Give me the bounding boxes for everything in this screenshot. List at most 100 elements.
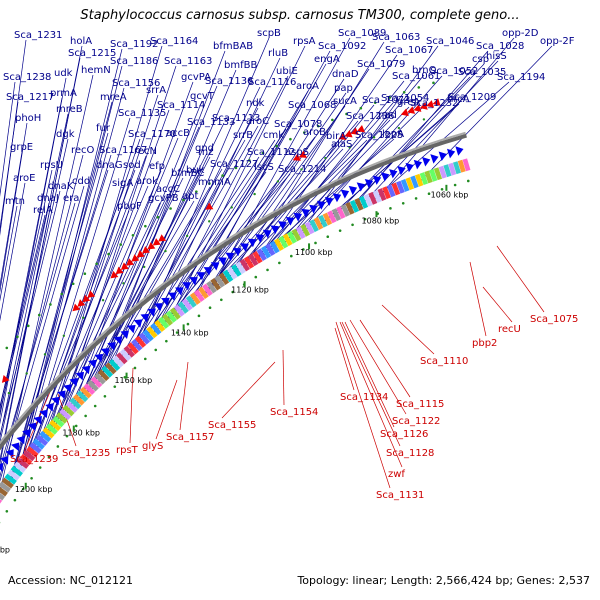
cog-stripe: [410, 175, 419, 189]
bottom-gene-label: Sca_1122: [392, 416, 440, 427]
lower-tick-dot: [49, 303, 52, 306]
top-gene-label: hisS: [486, 51, 507, 62]
top-label-line: [0, 122, 28, 293]
cog-stripe: [429, 168, 438, 182]
top-gene-label: pap: [334, 83, 353, 94]
cog-stripe: [452, 161, 461, 175]
cog-stripe: [231, 264, 242, 277]
forward-gene-arrow: [332, 193, 342, 203]
top-gene-label: scpB: [257, 28, 281, 39]
backbone-shadow: [0, 131, 466, 445]
reverse-gene-arrow: [110, 270, 119, 279]
top-label-line: [152, 75, 289, 334]
forward-gene-arrow: [0, 456, 9, 465]
forward-gene-arrow: [247, 238, 257, 248]
kbp-ticks: 1060 kbp 1080 kbp 1100 kbp 1120 kbp 1140 kbp…: [0, 81, 470, 554]
cog-stripe: [313, 217, 324, 230]
tick-dot: [427, 192, 431, 196]
forward-gene-arrow: [63, 384, 72, 393]
forward-gene-arrow: [430, 154, 439, 164]
forward-gene-arrow: [364, 178, 374, 189]
cog-stripe: [26, 446, 39, 458]
map-title: Staphylococcus carnosus subsp. carnosus …: [80, 8, 520, 23]
top-gene-label: accB: [166, 128, 190, 139]
accession-label: Accession: NC_012121: [8, 574, 134, 587]
top-gene-label: Sca_1068: [288, 100, 336, 111]
forward-gene-arrow: [51, 396, 60, 406]
top-gene-label: cdd: [72, 176, 90, 187]
forward-gene-arrow: [240, 243, 249, 252]
feature-tracks: [0, 98, 471, 504]
cog-stripe: [134, 335, 147, 348]
tick-dot: [302, 248, 305, 251]
reverse-gene-arrow: [72, 303, 81, 312]
cog-stripe: [202, 283, 213, 297]
mid-tick-dot: [372, 136, 376, 139]
kbp-tick-mark: [72, 425, 75, 432]
mid-tick-dot: [253, 192, 256, 196]
top-gene-label: Sca_1209: [448, 92, 496, 103]
forward-gene-arrow: [161, 297, 170, 307]
reverse-gene-arrow: [158, 234, 167, 242]
top-gene-label: Sca_1225: [355, 130, 403, 141]
forward-gene-arrow: [0, 462, 3, 472]
tick-dot: [13, 498, 17, 502]
cog-stripe: [462, 158, 471, 172]
top-gene-label: Sca_1135: [118, 108, 166, 119]
cog-stripe: [13, 461, 27, 473]
cog-stripe: [32, 438, 45, 450]
kbp-tick-mark: [182, 324, 185, 331]
top-gene-label: Sca_1035: [458, 67, 506, 78]
cog-stripe: [424, 170, 433, 184]
lower-tick-dot: [71, 282, 75, 286]
reverse-gene-arrow: [344, 130, 353, 138]
mid-tick-dot: [324, 156, 327, 160]
top-gene-label: Sca_1217: [6, 92, 54, 103]
top-gene-label: Sca_1238: [3, 72, 51, 83]
cog-stripe: [438, 165, 447, 179]
cog-stripe: [49, 419, 62, 432]
top-gene-label: rpsU: [40, 160, 63, 171]
top-label-line: [0, 97, 63, 418]
kbp-tick-label: 1180 kbp: [62, 428, 100, 437]
cog-stripe: [7, 469, 20, 481]
top-label-line: [98, 50, 226, 383]
cog-stripe: [291, 228, 302, 242]
top-label-line: [91, 85, 218, 390]
top-gene-label: Sca_1046: [426, 36, 474, 47]
tick-dot: [113, 385, 117, 388]
cog-stripe: [112, 355, 124, 368]
lower-tick-dot: [261, 151, 265, 155]
cog-stripe: [243, 256, 255, 269]
cog-stripe: [90, 376, 103, 389]
kbp-tick-label: 1140 kbp: [171, 328, 209, 337]
top-gene-label: sucA: [333, 96, 357, 107]
cog-stripe: [218, 272, 230, 285]
mid-tick-dot: [348, 146, 351, 149]
cog-stripe: [45, 423, 58, 435]
cog-stripe: [0, 499, 3, 504]
forward-gene-arrow: [175, 287, 184, 296]
top-gene-label: aspS: [285, 147, 309, 158]
forward-gene-arrow: [154, 303, 163, 312]
top-label-line: [115, 139, 246, 367]
cog-stripe: [105, 362, 117, 375]
top-label-line: [64, 177, 184, 419]
cog-stripe: [198, 286, 209, 300]
bottom-gene-label: Sca_1235: [62, 448, 110, 459]
tick-dot: [326, 235, 330, 239]
cog-stripe: [256, 248, 267, 262]
tick-dot: [351, 223, 354, 227]
reverse-gene-arrow: [419, 102, 428, 110]
forward-gene-arrow: [10, 442, 20, 452]
bottom-gene-label: Sca_1239: [10, 454, 58, 465]
forward-gene-arrow: [356, 182, 366, 192]
top-gene-label: Sca_1089: [338, 28, 386, 39]
cog-stripe: [59, 408, 72, 421]
bottom-label-line: [221, 361, 276, 419]
top-gene-label: Sca_1113: [212, 113, 260, 124]
top-label-line: [85, 186, 211, 396]
reverse-gene-arrow: [338, 132, 347, 140]
top-gene-label: relA: [33, 205, 53, 216]
top-gene-label: sod: [123, 160, 141, 171]
